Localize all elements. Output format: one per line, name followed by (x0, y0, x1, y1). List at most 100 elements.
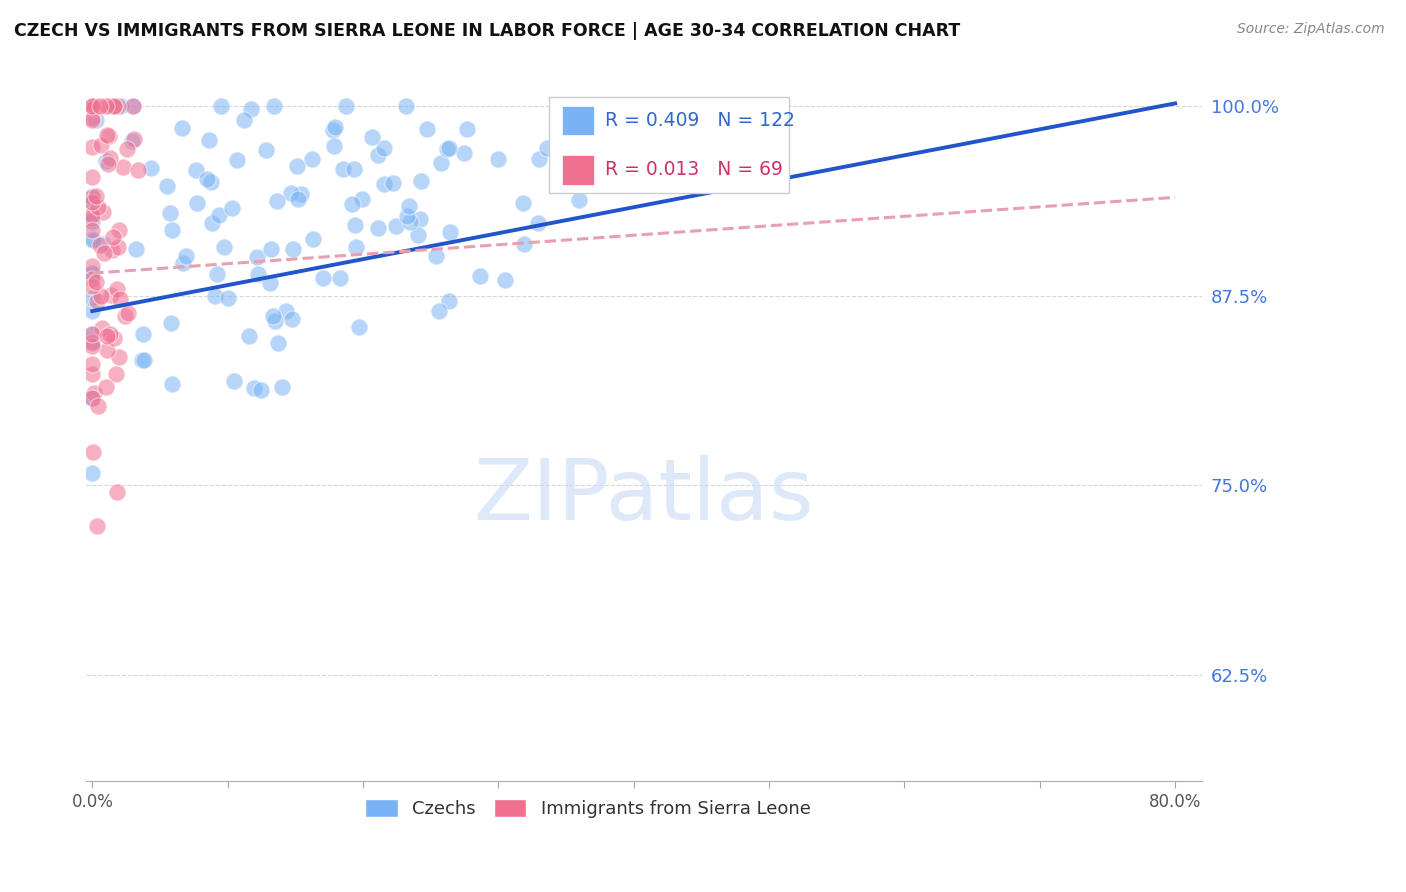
Text: Source: ZipAtlas.com: Source: ZipAtlas.com (1237, 22, 1385, 37)
Point (259, 276, 281, 290)
Point (122, 99, 145, 113)
Point (110, 99, 132, 113)
Point (160, 376, 183, 391)
Point (264, 314, 287, 328)
Point (103, 331, 125, 345)
Point (329, 270, 352, 285)
Point (82, 367, 104, 381)
Point (217, 291, 239, 305)
Point (132, 353, 155, 368)
Point (367, 220, 389, 235)
Point (486, 152, 509, 166)
Point (82, 211, 104, 226)
Point (96, 343, 118, 358)
FancyBboxPatch shape (562, 105, 593, 136)
Point (513, 237, 536, 252)
Point (82, 336, 104, 351)
Text: R = 0.013   N = 69: R = 0.013 N = 69 (605, 161, 783, 179)
Point (267, 336, 290, 351)
Point (94, 154, 117, 169)
Point (114, 310, 136, 324)
Point (108, 292, 131, 306)
Point (86, 519, 108, 533)
Point (132, 327, 155, 342)
Point (100, 288, 122, 302)
Point (141, 161, 163, 175)
Point (340, 196, 363, 211)
Point (82, 357, 104, 371)
Point (527, 216, 550, 230)
Point (436, 142, 458, 156)
Point (97, 129, 120, 144)
Point (281, 312, 304, 326)
Point (83, 101, 105, 115)
Point (122, 132, 145, 146)
Point (323, 120, 346, 134)
Point (83, 386, 105, 401)
Point (184, 162, 207, 177)
Point (332, 161, 354, 176)
Point (176, 250, 198, 264)
Point (360, 130, 382, 145)
Point (82, 334, 104, 349)
Point (82, 260, 104, 274)
Point (83, 99, 105, 113)
Point (82, 391, 104, 405)
Point (301, 232, 323, 246)
Point (243, 381, 266, 395)
Point (160, 316, 183, 330)
Text: ZIPatlas: ZIPatlas (474, 455, 814, 538)
Point (82, 272, 104, 286)
Point (409, 211, 432, 226)
Point (373, 141, 395, 155)
Point (112, 160, 135, 174)
Point (225, 153, 247, 168)
Point (238, 328, 260, 343)
Point (91, 237, 114, 252)
Point (82, 99, 104, 113)
Point (186, 195, 208, 210)
Point (105, 367, 128, 381)
Point (82, 112, 104, 127)
Point (221, 202, 243, 216)
Point (103, 99, 125, 113)
Point (270, 380, 292, 394)
Point (367, 148, 389, 162)
Point (90, 289, 112, 303)
Point (198, 133, 221, 147)
Point (704, 99, 727, 113)
Point (156, 178, 179, 193)
Point (346, 240, 368, 254)
Point (82, 291, 104, 305)
Point (107, 99, 129, 113)
Point (373, 177, 395, 191)
Point (89, 99, 111, 113)
Point (87, 399, 110, 413)
Point (82, 99, 104, 113)
Point (266, 194, 288, 209)
Point (98, 99, 121, 113)
Point (117, 306, 139, 320)
Point (430, 156, 453, 170)
Point (82, 303, 104, 318)
Point (82, 190, 104, 204)
Point (121, 134, 143, 148)
Point (204, 289, 226, 303)
Point (425, 248, 447, 262)
Point (84, 275, 107, 289)
Point (108, 223, 131, 237)
Point (468, 268, 491, 283)
Point (254, 144, 277, 158)
Point (82, 279, 104, 293)
Point (82, 208, 104, 222)
FancyBboxPatch shape (562, 154, 593, 185)
Text: R = 0.409   N = 122: R = 0.409 N = 122 (605, 111, 794, 130)
Point (115, 142, 138, 156)
Point (240, 102, 263, 116)
Point (527, 153, 550, 167)
Point (90, 138, 112, 153)
Point (82, 196, 104, 211)
Point (82, 214, 104, 228)
Point (91, 205, 114, 219)
Point (205, 267, 228, 281)
